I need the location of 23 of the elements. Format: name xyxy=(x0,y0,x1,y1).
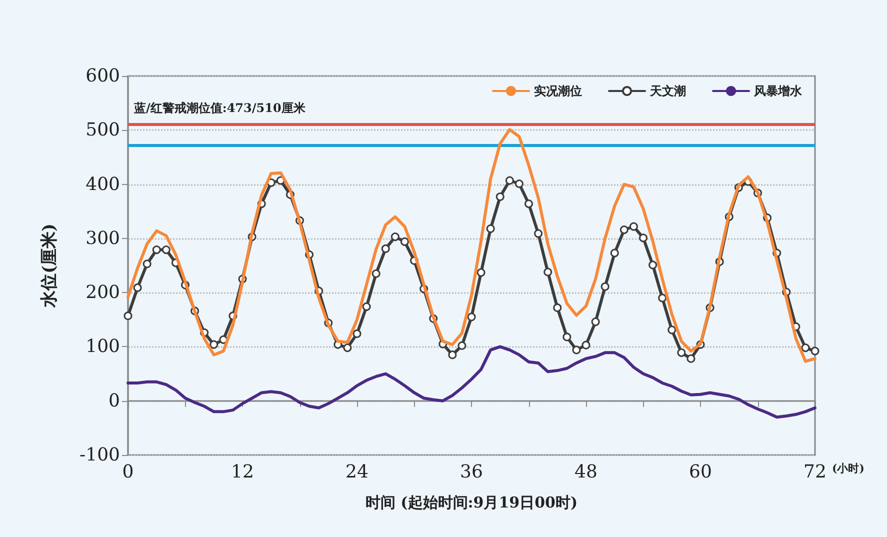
y-tick-label: 0 xyxy=(108,390,120,412)
x-tick-label: 60 xyxy=(689,462,712,482)
y-tick-label: 300 xyxy=(86,228,120,249)
text: (小时) xyxy=(832,462,864,475)
legend-label: 风暴增水 xyxy=(753,84,803,98)
x-tick-label: 48 xyxy=(574,462,598,482)
x-tick-label: 24 xyxy=(346,462,368,482)
y-tick-label: -100 xyxy=(80,444,120,466)
x-tick-label: 36 xyxy=(460,462,483,482)
legend-label: 实况潮位 xyxy=(534,84,582,98)
y-axis-title: 水位(厘米) xyxy=(40,223,60,309)
y-tick-label: 600 xyxy=(86,66,120,86)
line-series xyxy=(126,128,816,363)
annotation: 蓝/红警戒潮位值:473/510厘米 xyxy=(133,101,306,115)
x-tick-label: 12 xyxy=(231,462,254,482)
x-axis-title: 时间 (起始时间:9月19日00时) xyxy=(365,494,578,512)
legend-label: 天文潮 xyxy=(649,84,686,98)
x-tick-label: 0 xyxy=(122,462,134,482)
y-tick-label: 100 xyxy=(86,336,120,358)
y-tick-label: 400 xyxy=(86,174,120,195)
x-tick-label: 72 xyxy=(804,462,826,482)
y-tick-label: 500 xyxy=(86,120,120,141)
y-tick-label: 200 xyxy=(86,282,120,304)
